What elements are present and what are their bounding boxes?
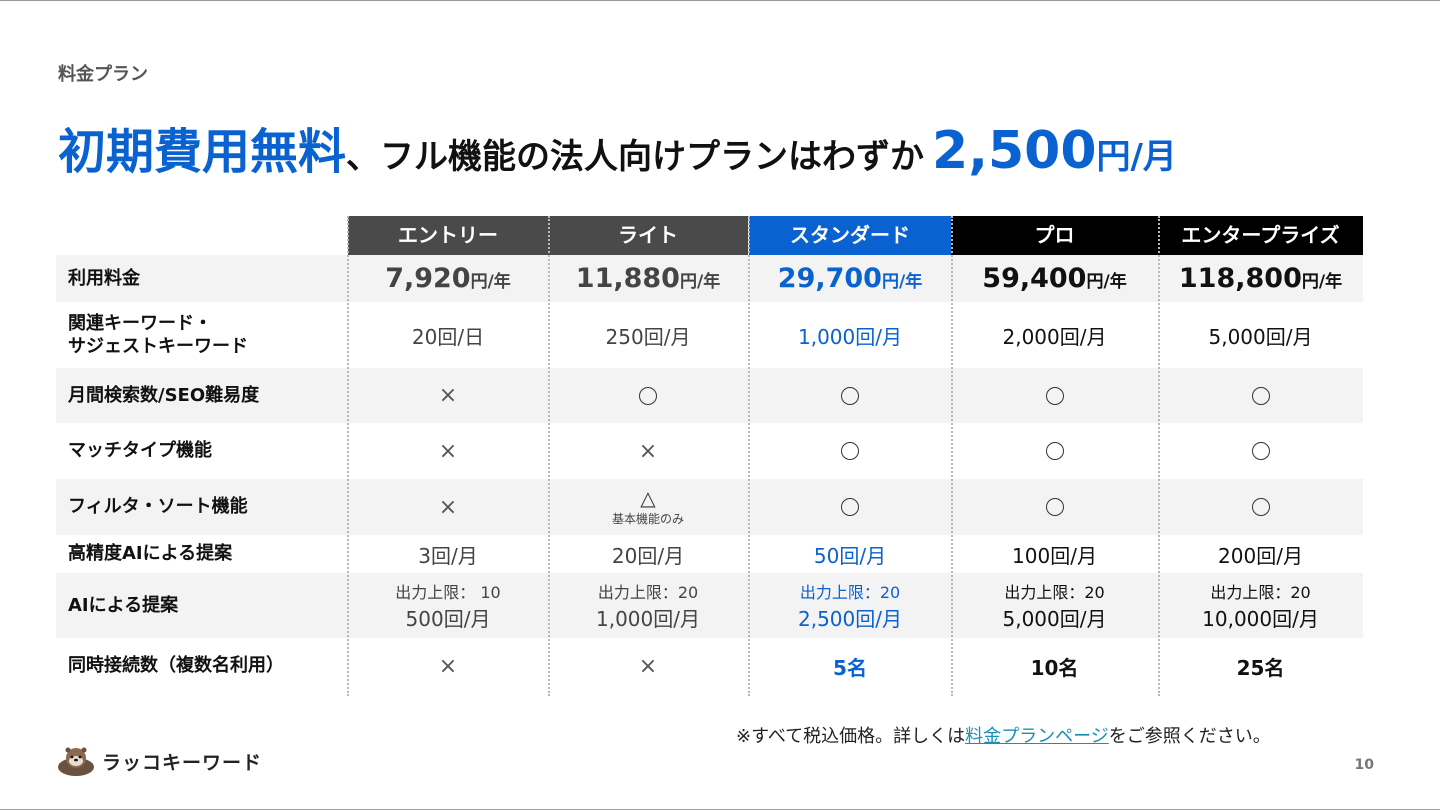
headline: 初期費用無料、フル機能の法人向けプランはわずか 2,500円/月 — [58, 112, 1177, 182]
circle-icon — [841, 442, 859, 460]
headline-price: 2,500 — [932, 121, 1097, 181]
circle-icon — [841, 386, 859, 405]
table-header: エントリー ライト スタンダード プロ エンタープライズ — [56, 216, 1363, 255]
page-number: 10 — [1354, 757, 1374, 773]
header-lite: ライト — [548, 216, 748, 255]
section-label: 料金プラン — [58, 64, 148, 85]
volume-entry: × — [348, 368, 548, 423]
cross-icon: × — [638, 653, 658, 679]
cross-icon: × — [438, 438, 458, 464]
sea-otter-icon — [58, 747, 94, 776]
keywords-standard: 1,000回/月 — [798, 324, 902, 349]
circle-icon — [1251, 386, 1270, 405]
volume-enterprise — [1158, 368, 1363, 423]
headline-unit: 円/月 — [1096, 137, 1177, 177]
ai-pro: 出力上限：20 5,000回/月 — [1002, 583, 1107, 631]
circle-icon — [1251, 442, 1270, 460]
cross-icon: × — [438, 653, 458, 679]
header-entry: エントリー — [348, 216, 548, 255]
circle-icon — [1045, 498, 1064, 516]
volume-lite — [548, 368, 748, 423]
headline-lead: 初期費用無料 — [58, 124, 347, 180]
circle-icon — [841, 498, 859, 516]
table-row: 月間検索数/SEO難易度 × — [56, 368, 1363, 423]
match-pro — [951, 423, 1158, 479]
table-row: AIによる提案 出力上限： 10 500回/月 出力上限：20 1,000回/月 出… — [56, 573, 1363, 638]
filter-standard — [749, 479, 951, 535]
frame-top-border — [0, 0, 1440, 1]
table-row: フィルタ・ソート機能 × △ 基本機能のみ — [56, 479, 1363, 535]
column-divider — [548, 216, 550, 696]
circle-icon — [1251, 498, 1270, 516]
circle-icon — [1045, 386, 1064, 405]
concurrent-entry: × — [348, 638, 548, 694]
column-divider — [347, 216, 349, 696]
concurrent-standard: 5名 — [833, 655, 867, 680]
row-label-volume: 月間検索数/SEO難易度 — [68, 384, 260, 406]
header-enterprise: エンタープライズ — [1158, 216, 1363, 255]
header-pro: プロ — [951, 216, 1158, 255]
filter-enterprise — [1158, 479, 1363, 535]
table-row: 関連キーワード・ サジェストキーワード 20回/日 250回/月 1,000回/月… — [56, 302, 1363, 368]
price-pro: 59,400円/年 — [982, 263, 1127, 294]
column-divider — [1158, 216, 1160, 696]
row-label-keywords: 関連キーワード・ サジェストキーワード — [68, 312, 248, 357]
hq-ai-enterprise: 200回/月 — [1218, 543, 1303, 568]
header-standard: スタンダード — [749, 216, 951, 255]
circle-icon — [1045, 442, 1064, 460]
cross-icon: × — [438, 494, 458, 520]
row-label-hq-ai: 高精度AIによる提案 — [68, 543, 233, 565]
keywords-lite: 250回/月 — [605, 324, 691, 349]
footnote: ※すべて税込価格。詳しくは料金プランページをご参照ください。 — [736, 726, 1271, 747]
cross-icon: × — [438, 383, 458, 408]
keywords-entry: 20回/日 — [411, 324, 485, 349]
volume-pro — [951, 368, 1158, 423]
filter-entry: × — [348, 479, 548, 535]
circle-icon — [639, 386, 657, 405]
table-row: 高精度AIによる提案 3回/月 20回/月 50回/月 100回/月 200回/… — [56, 535, 1363, 573]
concurrent-pro: 10名 — [1030, 655, 1079, 680]
hq-ai-pro: 100回/月 — [1012, 543, 1097, 568]
brand-logo: ラッコキーワード — [56, 745, 262, 777]
row-label-price: 利用料金 — [68, 267, 140, 289]
column-divider — [748, 216, 750, 696]
triangle-icon: △ — [640, 485, 656, 510]
hq-ai-lite: 20回/月 — [611, 543, 685, 568]
lite-note: 基本機能のみ — [611, 511, 684, 526]
keywords-enterprise: 5,000回/月 — [1208, 324, 1313, 349]
row-label-concurrent: 同時接続数（複数名利用） — [68, 655, 284, 677]
ai-enterprise: 出力上限：20 10,000回/月 — [1202, 583, 1319, 631]
row-label-filter: フィルタ・ソート機能 — [68, 496, 248, 518]
concurrent-lite: × — [548, 638, 748, 694]
concurrent-enterprise: 25名 — [1236, 655, 1285, 680]
table-row: 同時接続数（複数名利用） × × 5名 10名 25名 — [56, 638, 1363, 694]
match-lite: × — [548, 423, 748, 479]
match-entry: × — [348, 423, 548, 479]
match-enterprise — [1158, 423, 1363, 479]
keywords-pro: 2,000回/月 — [1002, 324, 1107, 349]
pricing-page-link[interactable]: 料金プランページ — [965, 726, 1109, 747]
volume-standard — [749, 368, 951, 423]
row-label-match: マッチタイプ機能 — [68, 440, 212, 462]
hq-ai-entry: 3回/月 — [418, 543, 478, 568]
cross-icon: × — [638, 438, 658, 464]
filter-lite: △ 基本機能のみ — [548, 479, 748, 535]
ai-entry: 出力上限： 10 500回/月 — [395, 583, 501, 631]
ai-standard: 出力上限：20 2,500回/月 — [798, 583, 902, 631]
headline-rest: 、フル機能の法人向けプランはわずか — [346, 137, 925, 177]
table-row: マッチタイプ機能 × × — [56, 423, 1363, 479]
logo-text: ラッコキーワード — [102, 751, 263, 774]
hq-ai-standard: 50回/月 — [813, 543, 887, 568]
price-lite: 11,880円/年 — [575, 263, 721, 294]
price-enterprise: 118,800円/年 — [1178, 263, 1343, 294]
price-entry: 7,920円/年 — [385, 263, 511, 294]
ai-lite: 出力上限：20 1,000回/月 — [596, 583, 700, 631]
column-divider — [951, 216, 953, 696]
table-row: 利用料金 7,920円/年 11,880円/年 29,700円/年 59,400… — [56, 255, 1363, 302]
filter-pro — [951, 479, 1158, 535]
match-standard — [749, 423, 951, 479]
row-label-ai: AIによる提案 — [68, 594, 179, 616]
price-standard: 29,700円/年 — [777, 263, 923, 294]
